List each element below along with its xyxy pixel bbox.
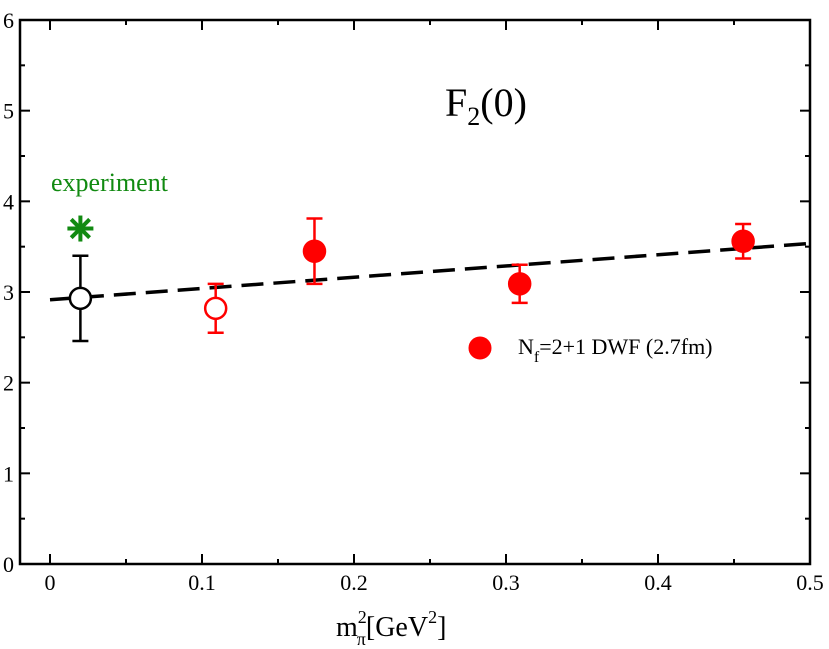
chart-title: F2(0) [445, 80, 527, 131]
experiment-star-stroke [69, 217, 92, 240]
x-tick-label: 0.4 [644, 570, 672, 595]
y-tick-label: 6 [3, 8, 14, 33]
legend-label: Nf=2+1 DWF (2.7fm) [518, 334, 713, 366]
data-point-filled [731, 229, 755, 253]
y-tick-label: 4 [3, 189, 14, 214]
y-tick-label: 1 [3, 461, 14, 486]
legend-marker [468, 336, 492, 360]
data-point-open [203, 296, 228, 321]
tick-layer: 0 0.1 0.2 0.3 0.4 0.5 0 1 2 3 4 5 6 [3, 8, 824, 595]
data-point-filled [302, 239, 327, 263]
y-tick-label: 3 [3, 280, 14, 305]
experiment-label: experiment [51, 168, 169, 197]
experiment-star-marker [67, 215, 94, 242]
data-layer [67, 215, 755, 343]
data-point-open [68, 286, 93, 311]
x-tick-label: 0.5 [796, 570, 824, 595]
x-tick-label: 0.2 [340, 570, 368, 595]
y-tick-label: 0 [3, 552, 14, 577]
x-tick-label: 0.3 [492, 570, 520, 595]
x-axis-label: m2 π[GeV2] [336, 607, 446, 649]
y-tick-label: 5 [3, 99, 14, 124]
data-point-filled [507, 272, 532, 296]
x-tick-label: 0 [45, 570, 56, 595]
y-tick-label: 2 [3, 371, 14, 396]
x-tick-label: 0.1 [188, 570, 216, 595]
